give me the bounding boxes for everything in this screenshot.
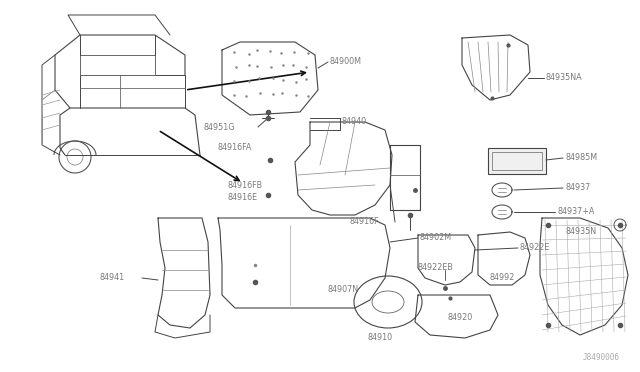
Text: 84900M: 84900M xyxy=(329,58,361,67)
Text: 84916FA: 84916FA xyxy=(218,144,252,153)
Text: 84916FB: 84916FB xyxy=(228,180,263,189)
Text: 84916F: 84916F xyxy=(350,218,380,227)
Text: 84951G: 84951G xyxy=(204,122,236,131)
Text: 84916E: 84916E xyxy=(228,193,258,202)
Text: 84985M: 84985M xyxy=(565,154,597,163)
Text: 84935NA: 84935NA xyxy=(545,74,582,83)
FancyBboxPatch shape xyxy=(488,148,546,174)
Text: 84940: 84940 xyxy=(342,118,367,126)
Text: 84922EB: 84922EB xyxy=(418,263,454,273)
Text: 84907N: 84907N xyxy=(328,285,359,295)
Text: 84937+A: 84937+A xyxy=(557,208,595,217)
Text: 84922E: 84922E xyxy=(520,244,550,253)
Text: 84935N: 84935N xyxy=(565,228,596,237)
Text: 84920: 84920 xyxy=(448,314,473,323)
Text: 84910: 84910 xyxy=(368,334,393,343)
Text: 84941: 84941 xyxy=(100,273,125,282)
Text: 84992: 84992 xyxy=(490,273,515,282)
Text: 84902M: 84902M xyxy=(420,234,452,243)
Text: 84937: 84937 xyxy=(565,183,590,192)
Text: J8490006: J8490006 xyxy=(583,353,620,362)
